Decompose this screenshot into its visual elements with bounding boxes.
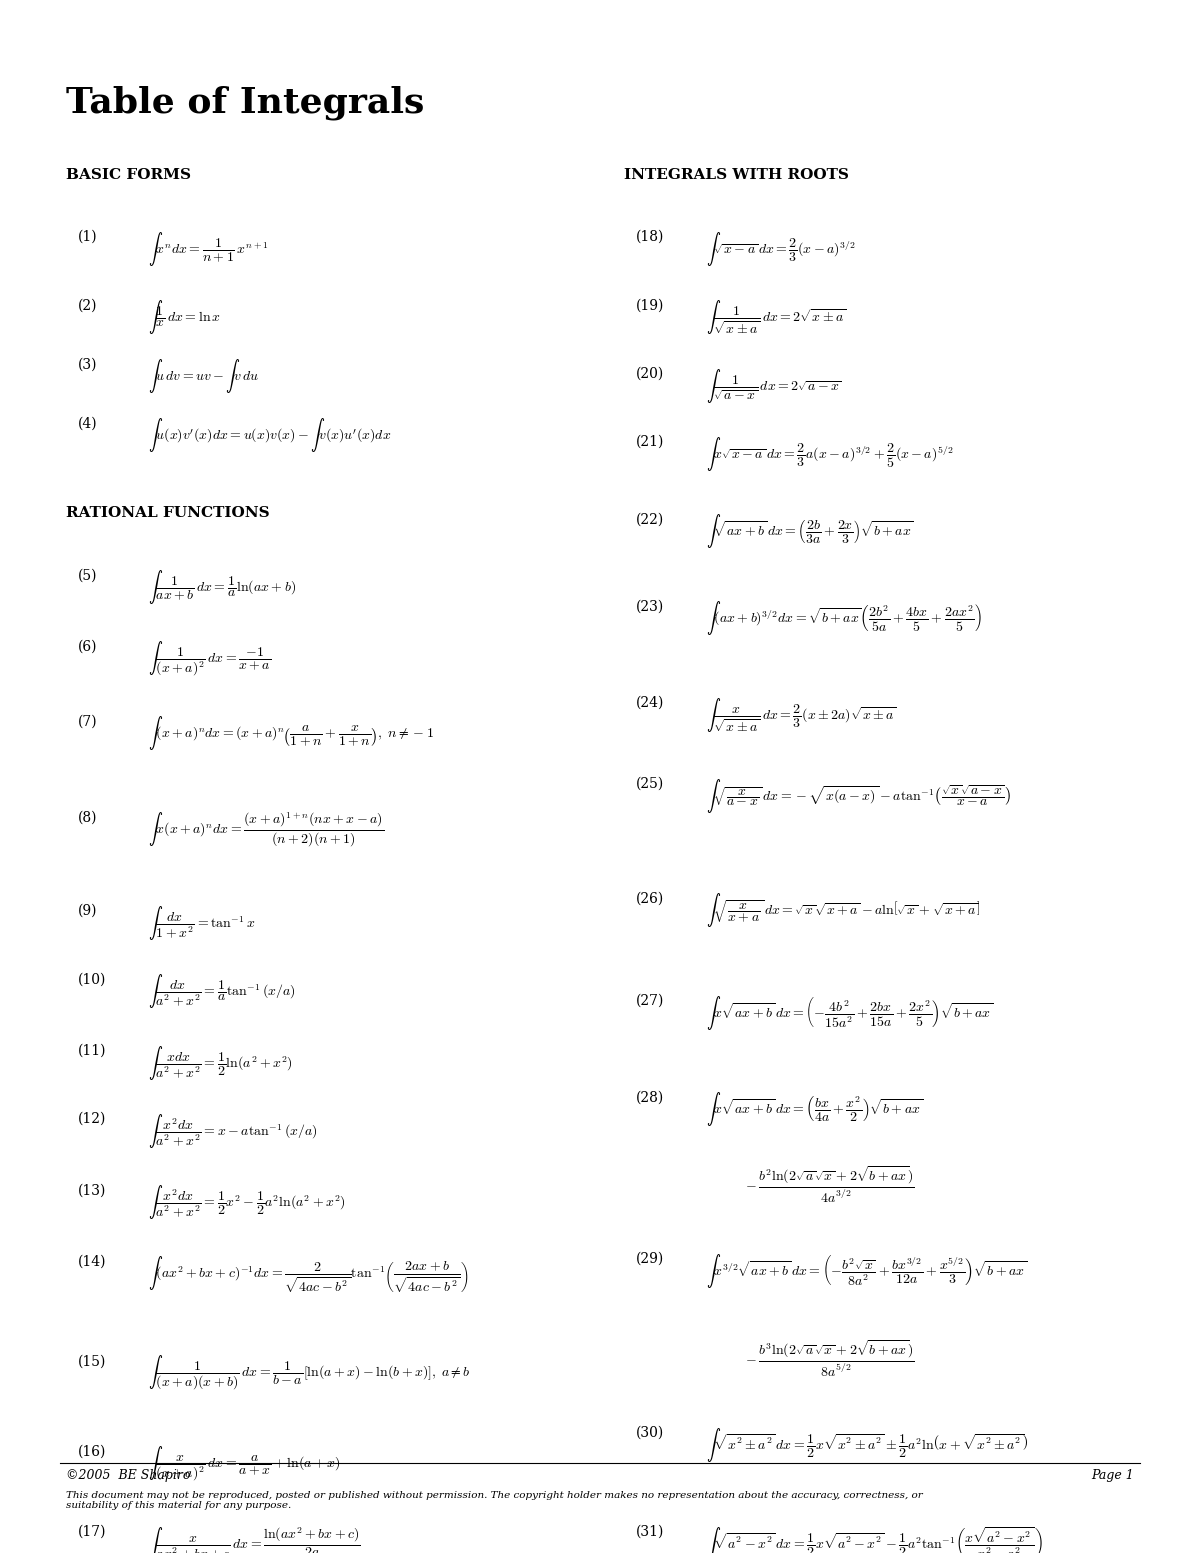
Text: Page 1: Page 1 — [1091, 1469, 1134, 1482]
Text: $\int \dfrac{1}{x}\, dx = \ln x$: $\int \dfrac{1}{x}\, dx = \ln x$ — [148, 298, 221, 335]
Text: $\int x(x+a)^n dx = \dfrac{(x+a)^{1+n}(nx+x-a)}{(n+2)(n+1)}$: $\int x(x+a)^n dx = \dfrac{(x+a)^{1+n}(n… — [148, 811, 384, 848]
Text: (25): (25) — [636, 776, 665, 790]
Text: $\int \dfrac{1}{\sqrt{a-x}}\, dx = 2\sqrt{a-x}$: $\int \dfrac{1}{\sqrt{a-x}}\, dx = 2\sqr… — [706, 367, 841, 404]
Text: Table of Integrals: Table of Integrals — [66, 85, 425, 120]
Text: $\int x\sqrt{x-a}\, dx = \dfrac{2}{3}a(x-a)^{3/2} + \dfrac{2}{5}(x-a)^{5/2}$: $\int x\sqrt{x-a}\, dx = \dfrac{2}{3}a(x… — [706, 435, 953, 472]
Text: (14): (14) — [78, 1255, 107, 1269]
Text: RATIONAL FUNCTIONS: RATIONAL FUNCTIONS — [66, 506, 270, 520]
Text: $\int u\, dv = uv - \int v\, du$: $\int u\, dv = uv - \int v\, du$ — [148, 357, 258, 394]
Text: $\int \sqrt{x^2\pm a^2}\, dx = \dfrac{1}{2}x\sqrt{x^2\pm a^2} \pm \dfrac{1}{2}a^: $\int \sqrt{x^2\pm a^2}\, dx = \dfrac{1}… — [706, 1426, 1028, 1463]
Text: (20): (20) — [636, 367, 665, 380]
Text: (9): (9) — [78, 904, 97, 918]
Text: (2): (2) — [78, 298, 97, 312]
Text: $\qquad\quad -\dfrac{b^2\ln(2\sqrt{a}\sqrt{x}+2\sqrt{b+ax})}{4a^{3/2}}$: $\qquad\quad -\dfrac{b^2\ln(2\sqrt{a}\sq… — [706, 1165, 914, 1205]
Text: (5): (5) — [78, 568, 97, 582]
Text: $\int \dfrac{1}{(x+a)(x+b)}\, dx = \dfrac{1}{b-a}[\ln(a+x)-\ln(b+x)],\; a\neq b$: $\int \dfrac{1}{(x+a)(x+b)}\, dx = \dfra… — [148, 1354, 470, 1391]
Text: (22): (22) — [636, 512, 665, 526]
Text: $\int \dfrac{1}{(x+a)^2}\, dx = \dfrac{-1}{x+a}$: $\int \dfrac{1}{(x+a)^2}\, dx = \dfrac{-… — [148, 640, 271, 679]
Text: (27): (27) — [636, 994, 665, 1008]
Text: (28): (28) — [636, 1090, 665, 1104]
Text: INTEGRALS WITH ROOTS: INTEGRALS WITH ROOTS — [624, 168, 848, 182]
Text: (13): (13) — [78, 1183, 107, 1197]
Text: $\int \dfrac{1}{ax+b}\, dx = \dfrac{1}{a}\ln(ax+b)$: $\int \dfrac{1}{ax+b}\, dx = \dfrac{1}{a… — [148, 568, 295, 606]
Text: (24): (24) — [636, 696, 665, 710]
Text: $\int \dfrac{dx}{1+x^2} = \tan^{-1} x$: $\int \dfrac{dx}{1+x^2} = \tan^{-1} x$ — [148, 904, 256, 941]
Text: $\int x\sqrt{ax+b}\, dx = \left(-\dfrac{4b^2}{15a^2}+\dfrac{2bx}{15a}+\dfrac{2x^: $\int x\sqrt{ax+b}\, dx = \left(-\dfrac{… — [706, 994, 994, 1031]
Text: $\int \sqrt{\dfrac{x}{a-x}}\, dx = -\sqrt{x(a-x)} - a\tan^{-1}\!\left(\dfrac{\sq: $\int \sqrt{\dfrac{x}{a-x}}\, dx = -\sqr… — [706, 776, 1010, 814]
Text: (23): (23) — [636, 599, 665, 613]
Text: $\int \dfrac{x^2 dx}{a^2+x^2} = \dfrac{1}{2}x^2 - \dfrac{1}{2}a^2\ln(a^2+x^2)$: $\int \dfrac{x^2 dx}{a^2+x^2} = \dfrac{1… — [148, 1183, 346, 1221]
Text: $\int \dfrac{1}{\sqrt{x\pm a}}\, dx = 2\sqrt{x\pm a}$: $\int \dfrac{1}{\sqrt{x\pm a}}\, dx = 2\… — [706, 298, 846, 335]
Text: BASIC FORMS: BASIC FORMS — [66, 168, 191, 182]
Text: (15): (15) — [78, 1354, 107, 1368]
Text: (11): (11) — [78, 1044, 107, 1058]
Text: (8): (8) — [78, 811, 97, 825]
Text: (7): (7) — [78, 714, 97, 728]
Text: (21): (21) — [636, 435, 665, 449]
Text: $\int x^{3/2}\sqrt{ax+b}\, dx = \left(-\dfrac{b^2\sqrt{x}}{8a^2}+\dfrac{bx^{3/2}: $\int x^{3/2}\sqrt{ax+b}\, dx = \left(-\… — [706, 1252, 1027, 1289]
Text: $\int (x+a)^n dx = (x+a)^n\!\left(\dfrac{a}{1+n} + \dfrac{x}{1+n}\right),\; n\ne: $\int (x+a)^n dx = (x+a)^n\!\left(\dfrac… — [148, 714, 433, 752]
Text: $\int \dfrac{x}{(x+a)^2}\, dx = \dfrac{a}{a+x} + \ln(a+x)$: $\int \dfrac{x}{(x+a)^2}\, dx = \dfrac{a… — [148, 1444, 340, 1483]
Text: (3): (3) — [78, 357, 97, 371]
Text: (17): (17) — [78, 1525, 107, 1539]
Text: $\int (ax+b)^{3/2}dx = \sqrt{b+ax}\left(\dfrac{2b^2}{5a}+\dfrac{4bx}{5}+\dfrac{2: $\int (ax+b)^{3/2}dx = \sqrt{b+ax}\left(… — [706, 599, 982, 637]
Text: $\int x^n dx = \dfrac{1}{n+1}\, x^{n+1}$: $\int x^n dx = \dfrac{1}{n+1}\, x^{n+1}$ — [148, 230, 268, 267]
Text: (6): (6) — [78, 640, 97, 654]
Text: $\qquad\quad -\dfrac{b^3\ln(2\sqrt{a}\sqrt{x}+2\sqrt{b+ax})}{8a^{5/2}}$: $\qquad\quad -\dfrac{b^3\ln(2\sqrt{a}\sq… — [706, 1339, 914, 1379]
Text: (30): (30) — [636, 1426, 665, 1440]
Text: This document may not be reproduced, posted or published without permission. The: This document may not be reproduced, pos… — [66, 1491, 923, 1510]
Text: ©2005  BE Shapiro: ©2005 BE Shapiro — [66, 1469, 191, 1482]
Text: (31): (31) — [636, 1525, 665, 1539]
Text: $\int \dfrac{x}{\sqrt{x\pm a}}\, dx = \dfrac{2}{3}(x\pm 2a)\sqrt{x\pm a}$: $\int \dfrac{x}{\sqrt{x\pm a}}\, dx = \d… — [706, 696, 896, 733]
Text: $\int x\sqrt{ax+b}\, dx = \left(\dfrac{bx}{4a}+\dfrac{x^2}{2}\right)\sqrt{b+ax}$: $\int x\sqrt{ax+b}\, dx = \left(\dfrac{b… — [706, 1090, 923, 1127]
Text: $\int \sqrt{ax+b}\, dx = \left(\dfrac{2b}{3a}+\dfrac{2x}{3}\right)\sqrt{b+ax}$: $\int \sqrt{ax+b}\, dx = \left(\dfrac{2b… — [706, 512, 913, 550]
Text: $\int \dfrac{x^2 dx}{a^2+x^2} = x - a\tan^{-1}(x/a)$: $\int \dfrac{x^2 dx}{a^2+x^2} = x - a\ta… — [148, 1112, 317, 1149]
Text: (19): (19) — [636, 298, 665, 312]
Text: $\int (ax^2+bx+c)^{-1}dx = \dfrac{2}{\sqrt{4ac-b^2}}\tan^{-1}\!\left(\dfrac{2ax+: $\int (ax^2+bx+c)^{-1}dx = \dfrac{2}{\sq… — [148, 1255, 468, 1295]
Text: (12): (12) — [78, 1112, 107, 1126]
Text: $\int \dfrac{dx}{a^2+x^2} = \dfrac{1}{a}\tan^{-1}(x/a)$: $\int \dfrac{dx}{a^2+x^2} = \dfrac{1}{a}… — [148, 972, 295, 1009]
Text: $\int \sqrt{a^2-x^2}\, dx = \dfrac{1}{2}x\sqrt{a^2-x^2} - \dfrac{1}{2}a^2\tan^{-: $\int \sqrt{a^2-x^2}\, dx = \dfrac{1}{2}… — [706, 1525, 1043, 1553]
Text: (16): (16) — [78, 1444, 107, 1458]
Text: $\int \sqrt{x-a}\, dx = \dfrac{2}{3}(x-a)^{3/2}$: $\int \sqrt{x-a}\, dx = \dfrac{2}{3}(x-a… — [706, 230, 856, 267]
Text: (10): (10) — [78, 972, 107, 986]
Text: (26): (26) — [636, 891, 665, 905]
Text: $\int \dfrac{xdx}{a^2+x^2} = \dfrac{1}{2}\ln(a^2+x^2)$: $\int \dfrac{xdx}{a^2+x^2} = \dfrac{1}{2… — [148, 1044, 293, 1081]
Text: $\int u(x)v'(x)dx = u(x)v(x) - \int v(x)u'(x)dx$: $\int u(x)v'(x)dx = u(x)v(x) - \int v(x)… — [148, 416, 391, 453]
Text: $\int \sqrt{\dfrac{x}{x+a}}\, dx = \sqrt{x}\sqrt{x+a} - a\ln\!\left[\sqrt{x}+\sq: $\int \sqrt{\dfrac{x}{x+a}}\, dx = \sqrt… — [706, 891, 980, 929]
Text: $\int \dfrac{x}{ax^2+bx+c}\, dx = \dfrac{\ln(ax^2+bx+c)}{2a}$: $\int \dfrac{x}{ax^2+bx+c}\, dx = \dfrac… — [148, 1525, 360, 1553]
Text: (18): (18) — [636, 230, 665, 244]
Text: (29): (29) — [636, 1252, 665, 1266]
Text: (1): (1) — [78, 230, 97, 244]
Text: (4): (4) — [78, 416, 97, 430]
